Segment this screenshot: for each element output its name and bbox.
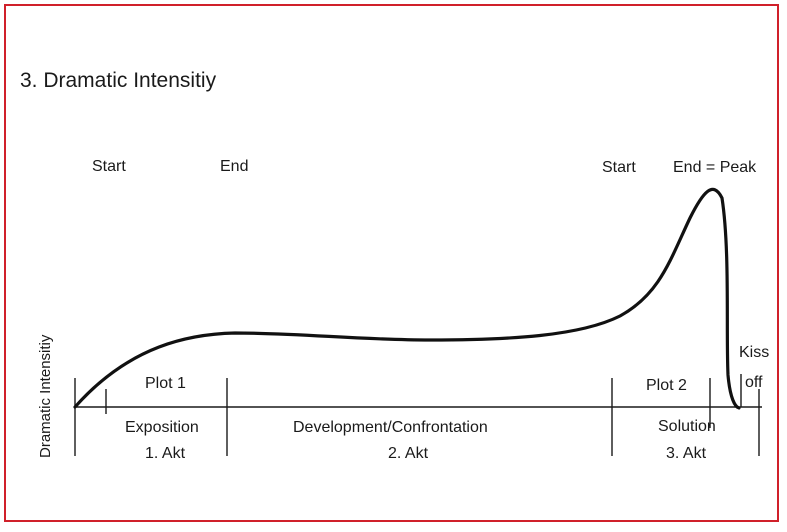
diagram-title: 3. Dramatic Intensitiy <box>20 69 217 92</box>
kiss-off-label-line-2: off <box>745 374 763 391</box>
marker-end-peak: End = Peak <box>673 159 757 176</box>
marker-start-1: Start <box>92 158 126 175</box>
section-solution: Solution <box>658 418 716 435</box>
kiss-off-label-line-1: Kiss <box>739 344 769 361</box>
plot-2-label: Plot 2 <box>646 377 687 394</box>
marker-end-1: End <box>220 158 248 175</box>
section-development: Development/Confrontation <box>293 419 488 436</box>
marker-start-2: Start <box>602 159 636 176</box>
section-act-2: 2. Akt <box>388 445 429 462</box>
intensity-curve <box>73 187 741 410</box>
section-exposition: Exposition <box>125 419 199 436</box>
y-axis-label: Dramatic Intensitiy <box>37 334 54 458</box>
plot-1-label: Plot 1 <box>145 375 186 392</box>
diagram-frame <box>4 4 779 522</box>
section-act-3: 3. Akt <box>666 445 707 462</box>
section-act-1: 1. Akt <box>145 445 186 462</box>
